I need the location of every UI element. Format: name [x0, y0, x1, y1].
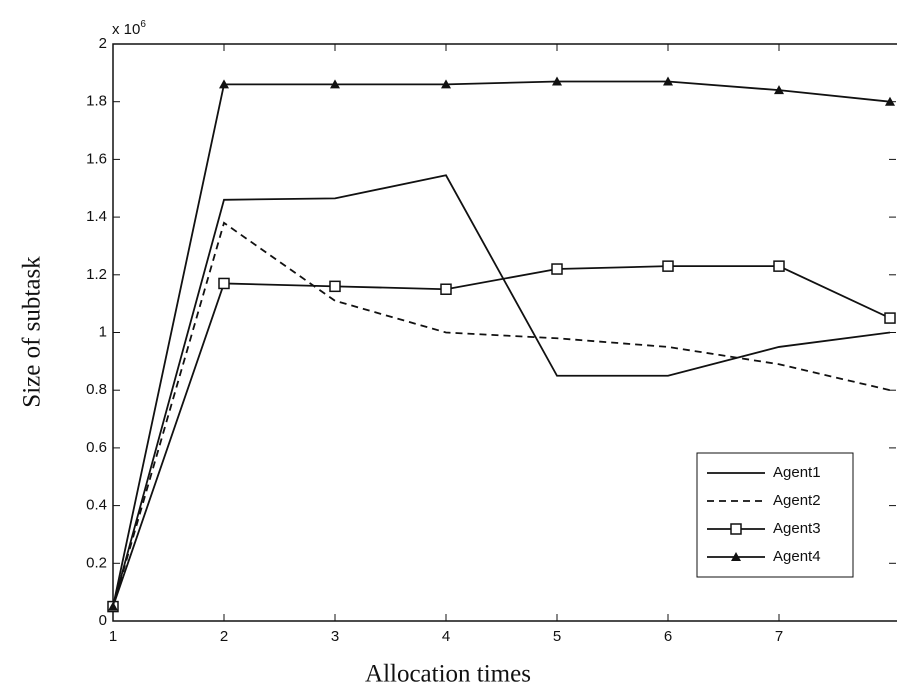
- legend-label: Agent4: [773, 548, 821, 565]
- x-tick-label: 1: [109, 628, 117, 645]
- y-scale-power: 6: [140, 19, 146, 30]
- marker: [552, 76, 562, 86]
- y-scale-label: x 106: [112, 19, 146, 38]
- x-tick-label: 6: [664, 628, 672, 645]
- x-tick-label: 2: [220, 628, 228, 645]
- legend-label: Agent3: [773, 520, 821, 537]
- legend-label: Agent2: [773, 492, 821, 509]
- y-tick-label: 1.2: [86, 266, 107, 283]
- marker: [218, 277, 230, 290]
- marker: [440, 283, 452, 295]
- marker: [774, 85, 784, 95]
- marker: [884, 312, 896, 324]
- y-tick-label: 0.2: [86, 554, 107, 571]
- marker: [330, 79, 340, 89]
- y-tick-label: 1.8: [86, 93, 107, 110]
- series-line: [112, 174, 891, 607]
- marker: [441, 79, 451, 89]
- y-tick-label: 0.6: [86, 439, 107, 456]
- marker: [108, 601, 118, 611]
- y-axis-label: Size of subtask: [19, 256, 46, 408]
- x-tick-label: 7: [775, 628, 783, 645]
- marker: [551, 263, 563, 275]
- legend-marker: [730, 523, 742, 535]
- legend-marker: [731, 552, 741, 561]
- marker: [329, 280, 341, 293]
- y-tick-label: 0.8: [86, 381, 107, 398]
- marker: [773, 260, 785, 272]
- marker: [885, 96, 895, 106]
- y-tick-label: 0: [99, 612, 107, 629]
- y-tick-label: 2: [99, 35, 107, 52]
- y-tick-label: 1: [99, 323, 107, 340]
- x-tick-label: 4: [442, 628, 450, 645]
- legend-label: Agent1: [773, 464, 821, 481]
- series-line: [112, 221, 891, 607]
- y-scale-base: x 10: [112, 21, 140, 38]
- x-tick-label: 3: [331, 628, 339, 645]
- marker: [219, 79, 229, 89]
- y-tick-label: 0.4: [86, 497, 107, 514]
- series-line: [112, 265, 891, 607]
- y-tick-label: 1.6: [86, 150, 107, 167]
- series-line: [112, 80, 891, 607]
- x-axis-label: Allocation times: [365, 661, 531, 688]
- legend: Agent1 Agent2 Agent3 Agent4: [696, 452, 854, 578]
- marker: [663, 76, 673, 86]
- marker: [662, 260, 674, 272]
- y-tick-label: 1.4: [86, 208, 107, 225]
- x-tick-label: 5: [553, 628, 561, 645]
